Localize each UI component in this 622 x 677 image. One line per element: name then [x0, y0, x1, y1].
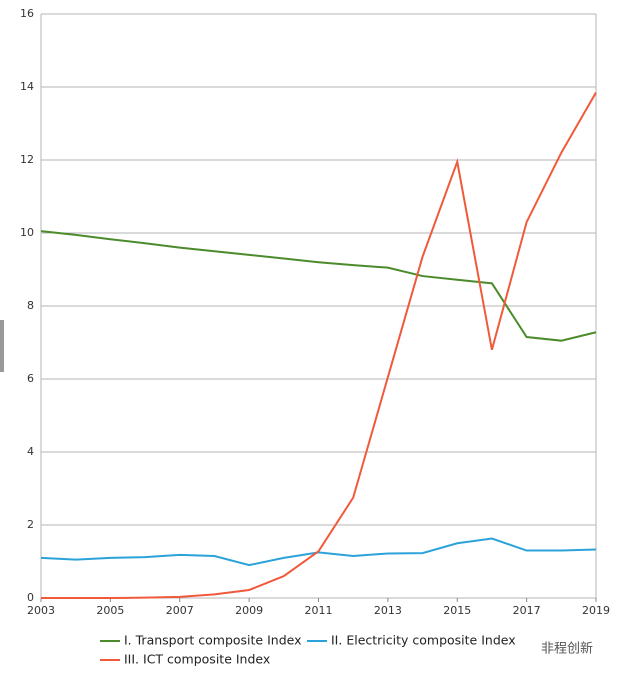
- y-tick-label: 2: [27, 518, 34, 531]
- legend-label: III. ICT composite Index: [124, 652, 270, 667]
- x-tick-label: 2009: [235, 604, 263, 617]
- x-tick-label: 2011: [305, 604, 333, 617]
- x-tick-label: 2019: [582, 604, 610, 617]
- x-tick-label: 2015: [443, 604, 471, 617]
- x-tick-label: 2007: [166, 604, 194, 617]
- series-line: [41, 91, 597, 599]
- x-tick-label: 2017: [513, 604, 541, 617]
- y-tick-label: 10: [20, 226, 34, 239]
- y-tick-label: 16: [20, 7, 34, 20]
- x-tick-label: 2013: [374, 604, 402, 617]
- legend-label: I. Transport composite Index: [124, 633, 302, 648]
- y-tick-label: 12: [20, 153, 34, 166]
- x-tick-label: 2005: [96, 604, 124, 617]
- scroll-indicator: [0, 320, 4, 372]
- y-tick-label: 6: [27, 372, 34, 385]
- watermark: 非程创新: [541, 641, 593, 657]
- y-tick-label: 14: [20, 80, 34, 93]
- y-tick-label: 0: [27, 591, 34, 604]
- legend-label: II. Electricity composite Index: [331, 633, 516, 648]
- y-tick-label: 4: [27, 445, 34, 458]
- series-line: [40, 230, 597, 342]
- y-tick-label: 8: [27, 299, 34, 312]
- x-tick-label: 2003: [27, 604, 55, 617]
